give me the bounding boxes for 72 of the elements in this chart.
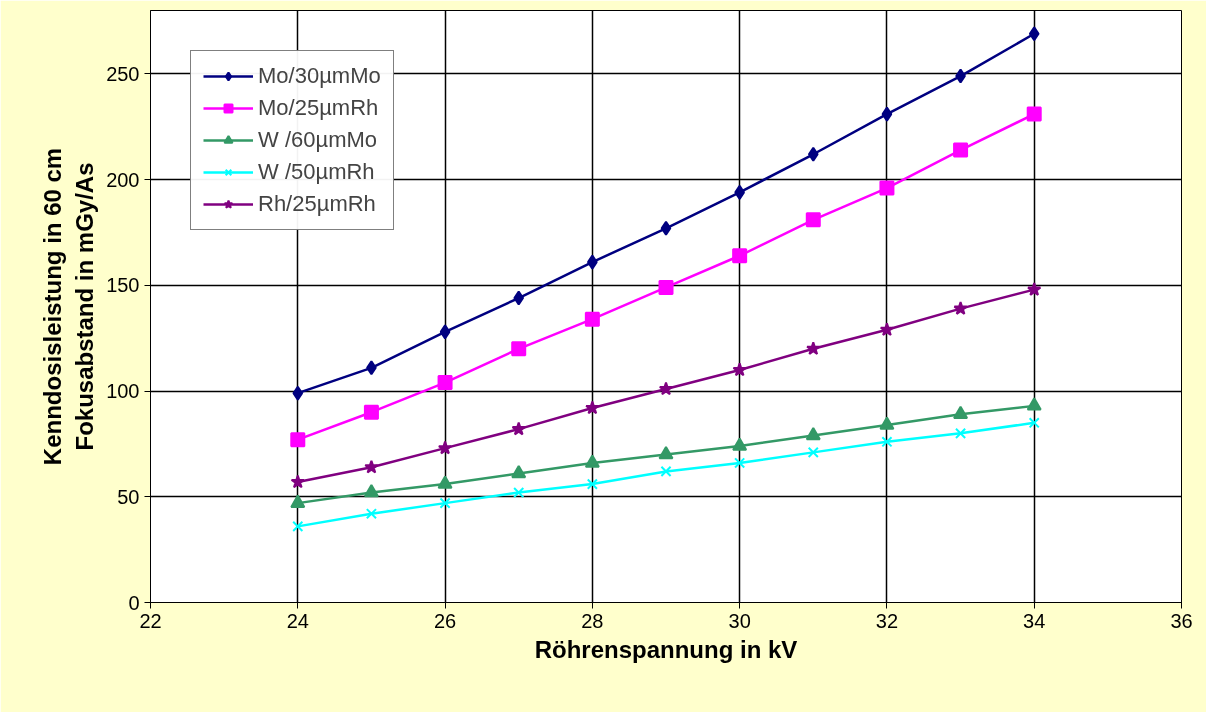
- point: [364, 459, 379, 474]
- legend-label: Rh/25µmRh: [258, 191, 376, 217]
- point: [1026, 106, 1042, 122]
- point: [513, 290, 525, 306]
- legend-label: Mo/25µmRh: [258, 95, 379, 121]
- point: [511, 465, 527, 479]
- point: [954, 427, 967, 439]
- y-tick-label: 100: [106, 380, 140, 403]
- legend-label: Mo/30µmMo: [258, 63, 381, 89]
- x-tick-label: 34: [1023, 609, 1046, 632]
- legend-label: W /60µmMo: [258, 127, 378, 153]
- point: [584, 454, 600, 468]
- x-tick-label: 30: [728, 609, 751, 632]
- point: [805, 212, 821, 228]
- point: [953, 405, 969, 420]
- point: [953, 301, 968, 315]
- point: [807, 146, 819, 162]
- point: [660, 220, 672, 236]
- point: [511, 421, 526, 436]
- point: [290, 432, 306, 448]
- x-axis-title: Röhrenspannung in kV: [534, 635, 798, 663]
- point: [363, 484, 379, 498]
- y-tick-label: 0: [128, 591, 140, 614]
- point: [732, 248, 748, 264]
- point: [1026, 397, 1042, 411]
- y-tick-label: 50: [117, 485, 140, 508]
- point: [732, 362, 747, 377]
- point: [881, 106, 893, 122]
- x-tick-label: 32: [875, 609, 899, 632]
- point: [439, 324, 451, 340]
- point: [292, 385, 304, 401]
- x-tick-label: 22: [139, 609, 162, 632]
- point: [511, 341, 527, 357]
- point: [586, 478, 598, 490]
- x-tick-label: 26: [433, 609, 457, 632]
- x-tick-label: 36: [1170, 609, 1193, 632]
- point: [806, 341, 821, 356]
- point: [437, 475, 453, 489]
- x-tick-label: 24: [286, 609, 309, 632]
- point: [953, 142, 969, 158]
- point: [290, 474, 305, 489]
- point: [1027, 282, 1042, 296]
- point: [879, 322, 895, 337]
- y-axis-title: Kenndosisleistung in 60 cm Fokusabstand in mGy/As: [38, 147, 99, 466]
- point: [363, 404, 379, 420]
- point: [658, 445, 674, 460]
- point: [1028, 26, 1040, 42]
- point: [805, 426, 821, 441]
- point: [439, 497, 451, 509]
- point: [437, 440, 453, 455]
- point: [365, 508, 378, 520]
- point: [879, 416, 895, 430]
- point: [660, 465, 672, 478]
- point: [658, 381, 674, 396]
- point: [513, 486, 525, 499]
- point: [437, 375, 453, 391]
- point: [1028, 417, 1040, 429]
- point: [584, 311, 600, 327]
- y-tick-label: 250: [106, 62, 140, 85]
- y-tick-label: 150: [106, 274, 140, 297]
- point: [290, 494, 306, 508]
- point: [734, 457, 746, 469]
- point: [879, 180, 895, 196]
- point: [658, 279, 674, 295]
- legend-label: W /50µmRh: [258, 159, 375, 185]
- point: [881, 436, 893, 448]
- x-tick-label: 28: [581, 609, 604, 632]
- point: [585, 400, 600, 415]
- y-tick-label: 200: [106, 168, 140, 191]
- point: [807, 446, 819, 458]
- point: [292, 520, 304, 532]
- point: [732, 437, 748, 451]
